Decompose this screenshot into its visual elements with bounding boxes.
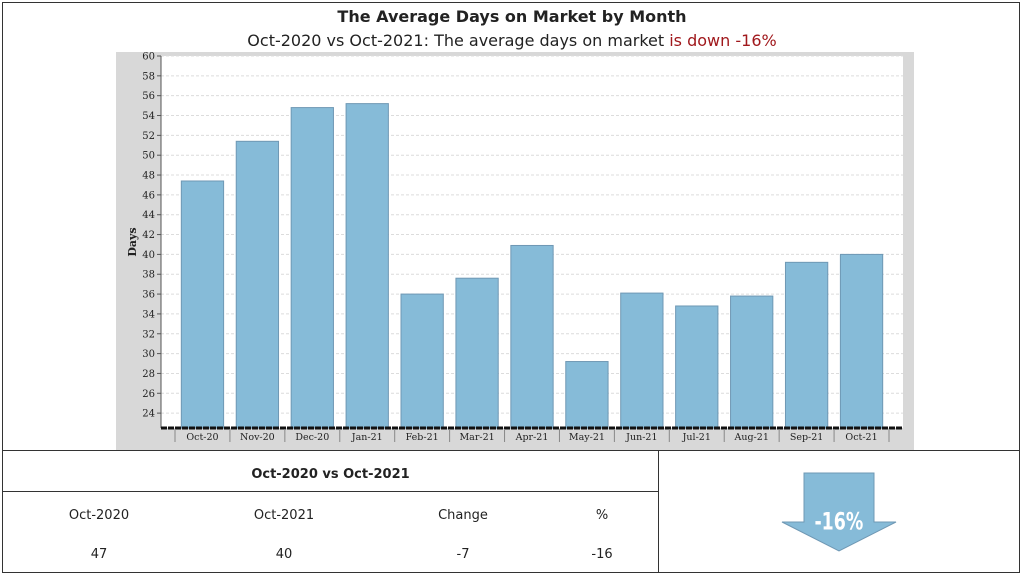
- header-change: Change: [438, 508, 488, 523]
- badge-label: -16%: [814, 509, 863, 537]
- bar: [400, 293, 444, 429]
- y-tick-label: 36: [142, 290, 155, 301]
- header-percent: %: [595, 508, 609, 523]
- bar-chart: 24 26 28 30 32 34 36 38 40 42 44 46 48 50 52 54 56 58 60 O…: [126, 52, 903, 443]
- y-tick-label: 58: [142, 71, 155, 82]
- x-tick-label: Nov-20: [240, 432, 275, 443]
- subtitle-highlight: is down -16%: [669, 31, 777, 50]
- y-axis-label: Days: [126, 227, 139, 256]
- column-divider: [658, 451, 659, 573]
- y-tick-label: 46: [142, 190, 155, 201]
- y-tick-label: 54: [142, 111, 155, 122]
- bar: [235, 140, 280, 429]
- value-oct-2020: 47: [90, 547, 108, 562]
- bar: [839, 253, 884, 429]
- y-tick-label: 40: [142, 250, 155, 261]
- bar: [180, 180, 225, 429]
- value-oct-2021: 40: [275, 547, 293, 562]
- bar: [510, 244, 554, 429]
- bar: [345, 103, 389, 429]
- x-tick-label: Jan-21: [351, 432, 383, 443]
- y-tick-label: 56: [142, 91, 155, 102]
- y-tick-label: 30: [142, 349, 155, 360]
- x-tick-label: Aug-21: [734, 432, 769, 443]
- section-divider: [2, 450, 1020, 451]
- y-tick-label: 38: [142, 270, 155, 281]
- x-tick-label: Jun-21: [625, 432, 657, 443]
- value-percent: -16: [591, 547, 613, 562]
- y-tick-label: 32: [142, 329, 155, 340]
- x-tick-label: Mar-21: [459, 432, 494, 443]
- comparison-rule: [3, 491, 658, 492]
- y-tick-label: 48: [142, 171, 155, 182]
- comparison-title: Oct-2020 vs Oct-2021: [251, 467, 410, 482]
- bar: [620, 292, 664, 429]
- y-tick-label: 52: [142, 131, 155, 142]
- y-tick-label: 34: [142, 309, 155, 320]
- chart-title: The Average Days on Market by Month: [337, 7, 687, 26]
- x-tick-label: May-21: [569, 432, 605, 443]
- y-tick-label: 44: [142, 210, 155, 221]
- header-oct-2021: Oct-2021: [253, 508, 315, 523]
- arrow-shape: [781, 472, 897, 552]
- y-tick-label: 24: [142, 409, 155, 420]
- bar: [455, 277, 499, 429]
- y-tick-label: 42: [142, 230, 155, 241]
- bar: [290, 107, 334, 429]
- subtitle-text: Oct-2020 vs Oct-2021: The average days o…: [247, 31, 670, 50]
- x-tick-label: Dec-20: [295, 432, 329, 443]
- bar: [565, 361, 609, 429]
- x-tick-label: Oct-20: [186, 432, 218, 443]
- y-tick-label: 60: [142, 52, 155, 63]
- value-change: -7: [456, 547, 470, 562]
- header-oct-2020: Oct-2020: [68, 508, 130, 523]
- bar: [784, 261, 829, 429]
- x-tick-label: Sep-21: [790, 432, 824, 443]
- chart-subtitle: Oct-2020 vs Oct-2021: The average days o…: [0, 31, 1024, 50]
- x-tick-label: Jul-21: [682, 432, 711, 443]
- chart-panel: 24 26 28 30 32 34 36 38 40 42 44 46 48 50 52 54 56 58 60 O…: [116, 52, 914, 450]
- bar: [675, 305, 719, 429]
- x-tick-label: Oct-21: [845, 432, 877, 443]
- y-tick-label: 26: [142, 389, 155, 400]
- down-arrow-icon: -16%: [780, 472, 898, 552]
- bar: [730, 295, 774, 429]
- x-tick-label: Apr-21: [515, 432, 549, 443]
- x-tick-label: Feb-21: [406, 432, 439, 443]
- y-tick-label: 50: [142, 151, 155, 162]
- y-tick-label: 28: [142, 369, 155, 380]
